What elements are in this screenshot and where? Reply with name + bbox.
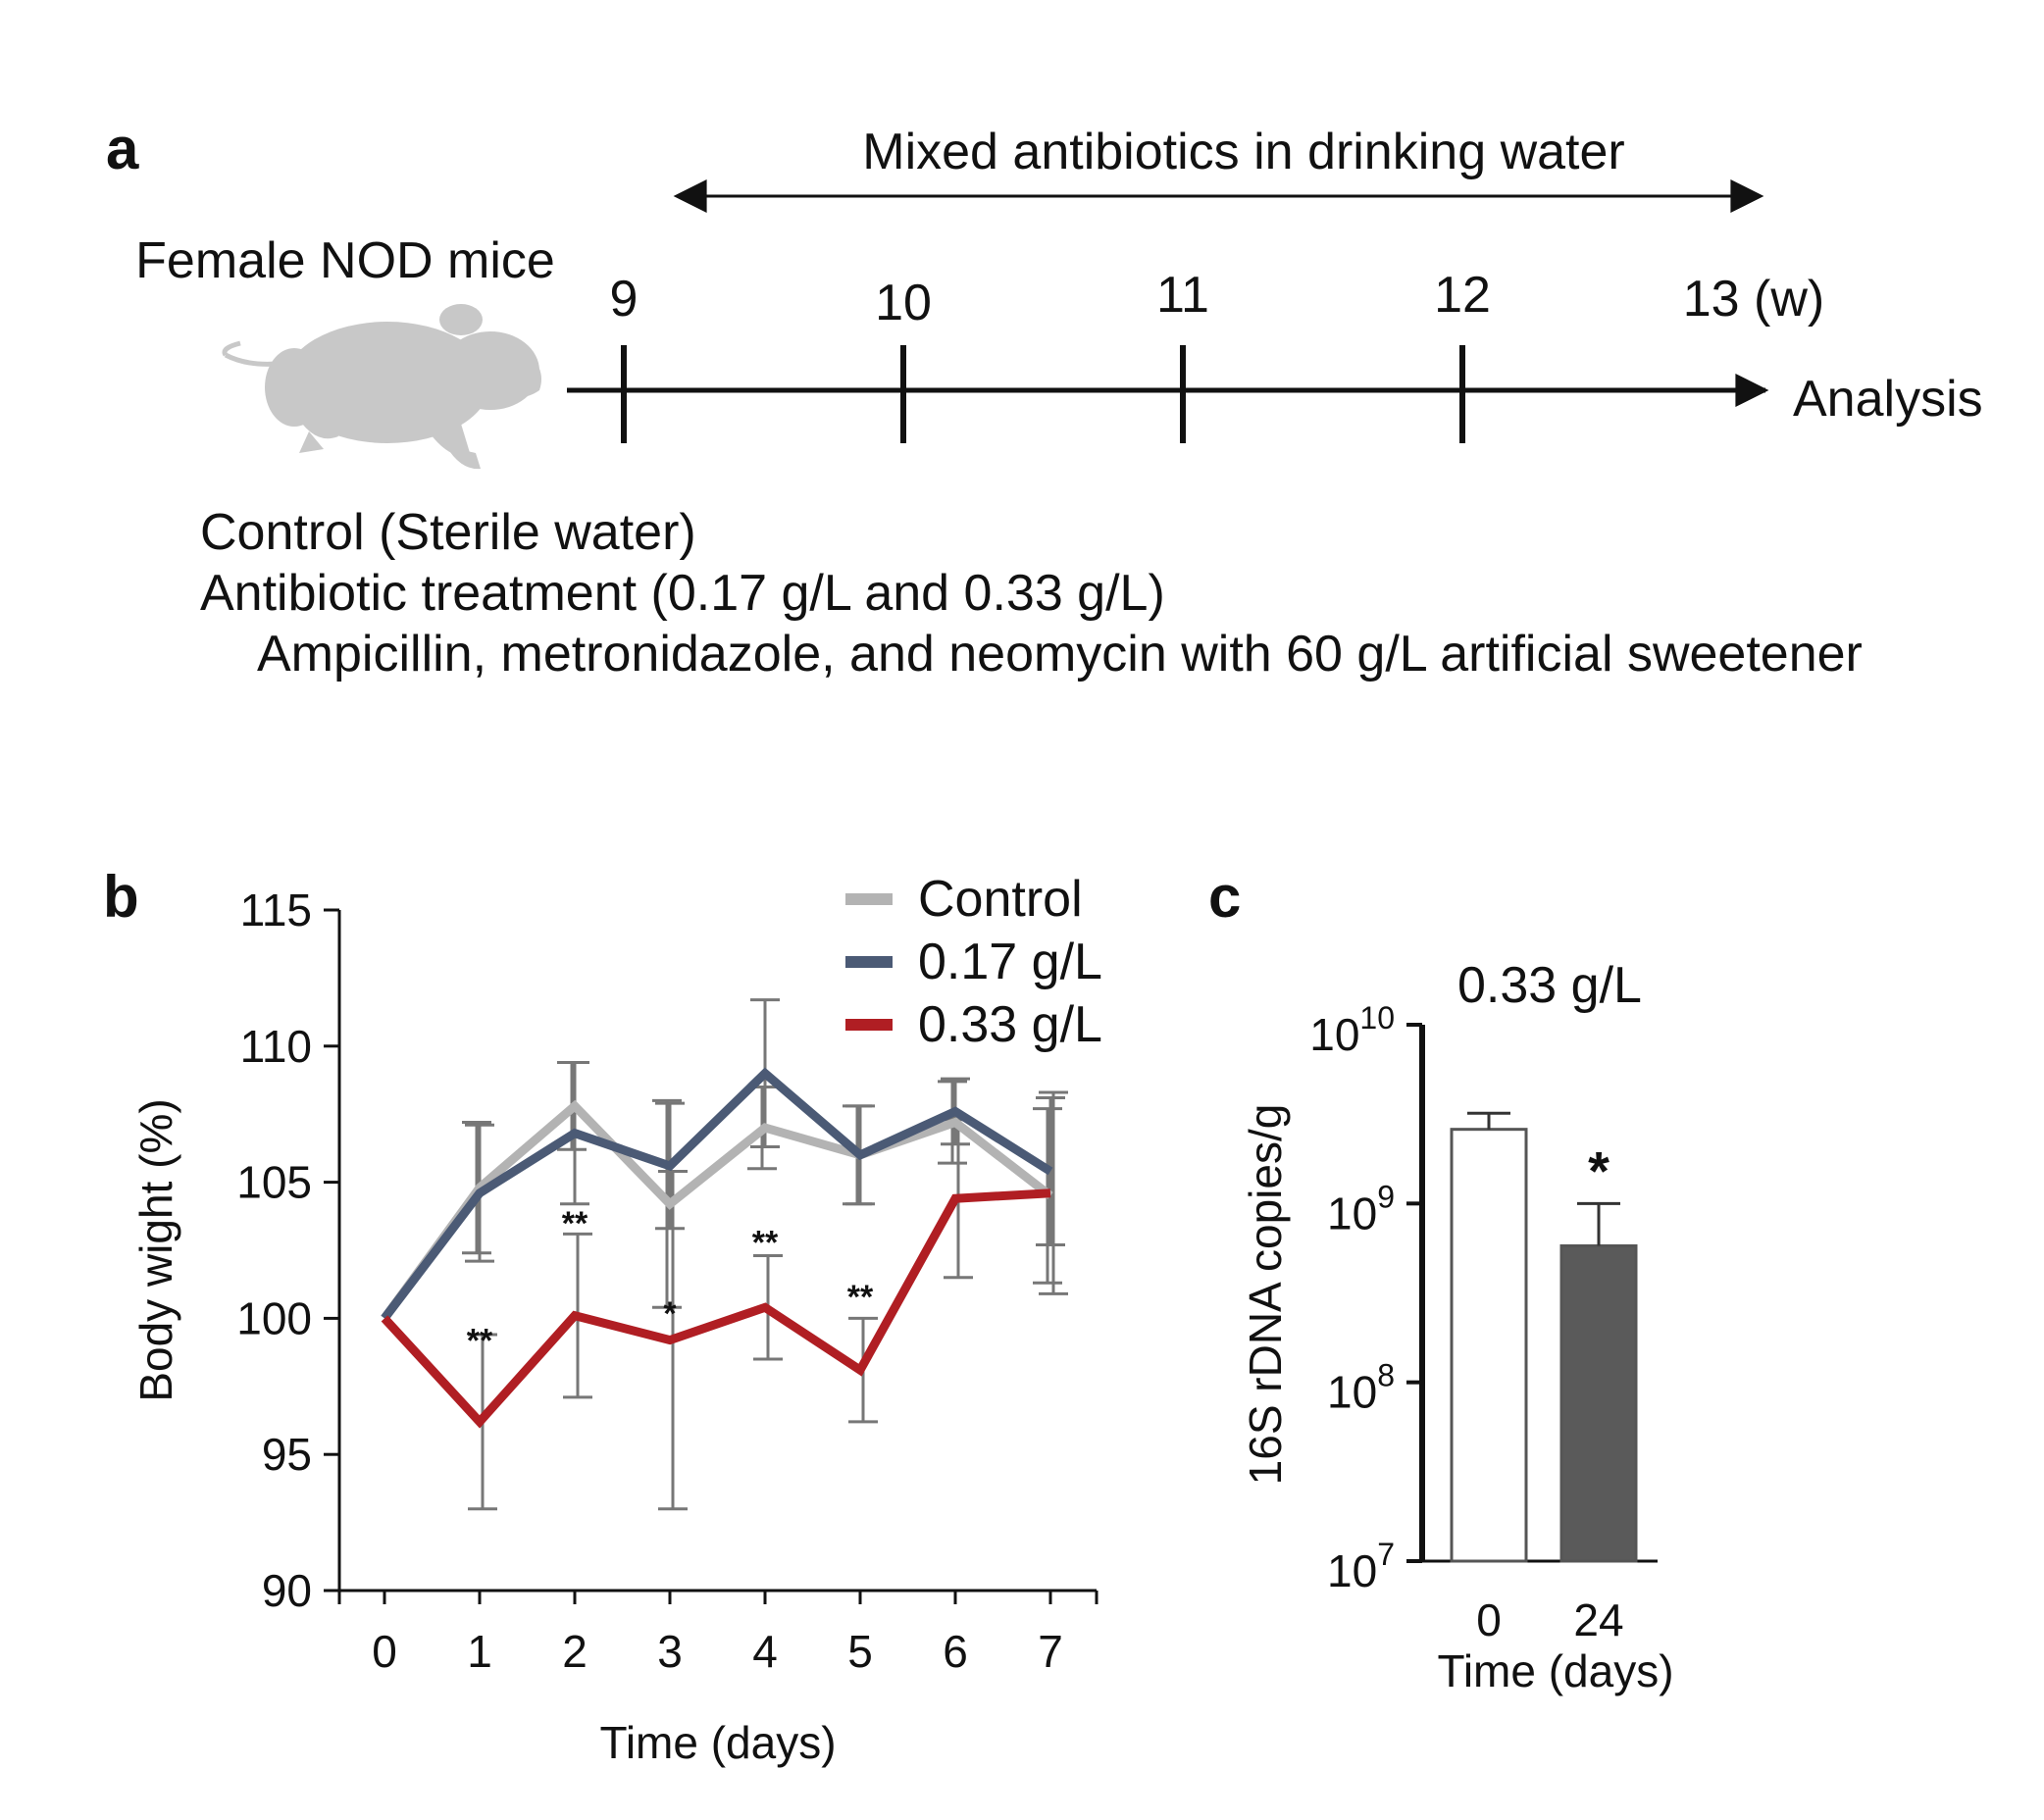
significance-3: ** <box>752 1225 779 1262</box>
bar-1 <box>1559 1243 1638 1563</box>
panel-c: c 0.33 g/L 107 108 109 1010 0 24 * Time (days) 16… <box>1208 864 1674 1696</box>
c-x-tick-label-0: 0 <box>1476 1594 1502 1645</box>
timeline-tick-label-1: 10 <box>875 275 932 331</box>
y-tick-label-0: 90 <box>262 1565 312 1616</box>
c-x-axis-label: Time (days) <box>1437 1645 1673 1696</box>
timeline-tick-label-0: 9 <box>610 271 639 328</box>
y-tick-label-1: 95 <box>262 1429 312 1480</box>
c-x-tick-label-1: 24 <box>1573 1594 1623 1645</box>
x-tick-label-5: 5 <box>847 1626 873 1677</box>
panel-b: b 90 95 100 105 110 115 0 1 2 3 4 5 6 7 Time (days) Bod… <box>103 864 1102 1768</box>
note-drugs: Ampicillin, metronidazole, and neomycin … <box>257 626 1863 682</box>
y-tick-label-3: 105 <box>236 1157 312 1208</box>
legend-label-2: 0.33 g/L <box>918 996 1102 1053</box>
x-tick-label-1: 1 <box>467 1626 492 1677</box>
legend-label-0: Control <box>918 871 1083 928</box>
series-line-1 <box>381 1067 1053 1322</box>
timeline-tick-label-4: 13 (w) <box>1683 271 1824 328</box>
panel-a-letter: a <box>106 116 139 181</box>
x-tick-label-2: 2 <box>562 1626 588 1677</box>
timeline-tick-label-2: 11 <box>1156 267 1209 324</box>
series-line-0 <box>381 1099 1053 1322</box>
x-tick-label-6: 6 <box>943 1626 968 1677</box>
error-bar-2-7 <box>1039 1090 1068 1295</box>
c-y-tick-label-0: 107 <box>1327 1537 1395 1596</box>
y-tick-label-4: 110 <box>240 1021 312 1072</box>
chart-c-title: 0.33 g/L <box>1457 957 1642 1014</box>
treatment-arrow-label: Mixed antibiotics in drinking water <box>862 124 1624 180</box>
significance-0: ** <box>467 1323 493 1360</box>
body-weight-chart: 90 95 100 105 110 115 0 1 2 3 4 5 6 7 Time (days) Body … <box>130 871 1102 1768</box>
x-tick-label-4: 4 <box>752 1626 778 1677</box>
note-control: Control (Sterile water) <box>200 504 696 561</box>
series-line-2 <box>381 1188 1051 1429</box>
mouse-silhouette-icon <box>222 304 541 470</box>
legend-label-1: 0.17 g/L <box>918 934 1102 990</box>
panel-b-letter: b <box>103 864 139 930</box>
significance-2: * <box>663 1295 677 1333</box>
y-tick-label-5: 115 <box>240 885 312 935</box>
analysis-label: Analysis <box>1793 371 1983 428</box>
c-y-tick-label-2: 109 <box>1327 1179 1395 1239</box>
c-significance-0: * <box>1588 1139 1610 1201</box>
y-axis-label: Body wight (%) <box>130 1098 181 1401</box>
c-y-tick-label-3: 1010 <box>1309 1000 1395 1060</box>
panel-c-letter: c <box>1208 864 1241 930</box>
significance-1: ** <box>562 1205 588 1242</box>
note-antibiotic: Antibiotic treatment (0.17 g/L and 0.33 … <box>200 565 1165 622</box>
x-axis-label: Time (days) <box>599 1717 836 1768</box>
y-tick-label-2: 100 <box>236 1292 312 1343</box>
timeline-ticks: 9 10 11 12 13 (w) <box>610 267 1824 443</box>
panel-a: a Mixed antibiotics in drinking water Fe… <box>106 116 1983 682</box>
c-y-tick-label-1: 108 <box>1327 1358 1395 1418</box>
c-y-axis-label: 16S rDNA copies/g <box>1240 1104 1291 1486</box>
timeline-tick-label-3: 12 <box>1434 267 1491 324</box>
subject-label: Female NOD mice <box>135 232 555 289</box>
bar-0 <box>1450 1128 1528 1563</box>
significance-4: ** <box>847 1279 874 1316</box>
16s-rdna-chart: 0.33 g/L 107 108 109 1010 0 24 * Time (days) 16S … <box>1240 957 1674 1696</box>
x-tick-label-3: 3 <box>657 1626 683 1677</box>
x-tick-label-0: 0 <box>372 1626 397 1677</box>
x-tick-label-7: 7 <box>1038 1626 1063 1677</box>
